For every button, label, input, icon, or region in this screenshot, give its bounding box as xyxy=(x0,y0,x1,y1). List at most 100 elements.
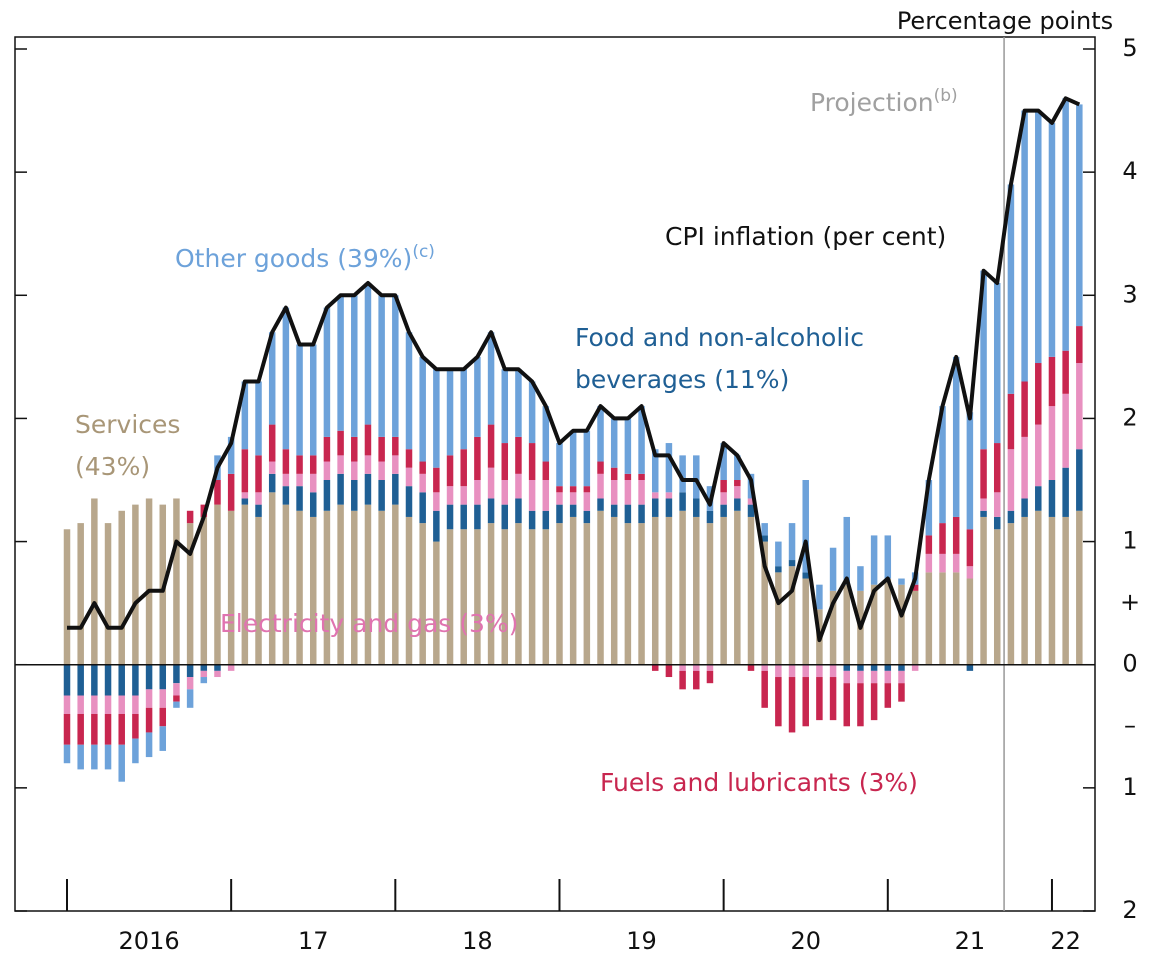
bar-segment xyxy=(925,535,933,554)
bar-segment xyxy=(980,516,987,665)
bar-segment xyxy=(77,713,84,745)
bar-segment xyxy=(446,486,454,505)
bar-segment xyxy=(405,467,413,487)
bar-segment xyxy=(460,504,467,530)
bar-segment xyxy=(460,369,467,450)
bar-segment xyxy=(843,584,851,665)
bar-segment xyxy=(173,695,180,702)
bar-segment xyxy=(1062,516,1069,665)
series-label: Services (43%) xyxy=(75,410,181,481)
bar-segment xyxy=(651,664,659,671)
bar-segment xyxy=(980,270,987,450)
bar-segment xyxy=(775,572,782,665)
bar-segment xyxy=(624,473,632,480)
bar-segment xyxy=(857,683,864,727)
bar-segment xyxy=(651,498,659,517)
bar-segment xyxy=(474,356,481,437)
x-tick-label: 20 xyxy=(790,927,821,955)
bar-segment xyxy=(966,578,974,665)
bar-segment xyxy=(446,369,454,456)
bar-segment xyxy=(747,504,755,517)
bar-segment xyxy=(638,480,645,505)
y-axis-title: Percentage points xyxy=(897,7,1113,35)
series-label: Other goods (39%)(c) xyxy=(175,238,435,280)
bar-segment xyxy=(501,529,509,665)
bar-segment xyxy=(610,516,618,665)
bar-segment xyxy=(788,523,796,561)
bar-segment xyxy=(843,664,851,671)
bar-segment xyxy=(952,553,960,573)
bar-segment xyxy=(132,738,139,764)
bar-segment xyxy=(761,541,768,665)
bar-segment xyxy=(816,677,823,721)
bar-segment xyxy=(911,584,919,591)
bar-segment xyxy=(624,504,632,524)
bar-segment xyxy=(1021,498,1028,517)
bar-segment xyxy=(843,516,851,585)
bar-segment xyxy=(693,498,700,517)
bar-segment xyxy=(1076,104,1083,327)
bar-segment xyxy=(433,369,440,468)
bar-segment xyxy=(419,523,426,665)
bar-segment xyxy=(829,547,837,591)
bar-segment xyxy=(1035,110,1042,364)
bar-segment xyxy=(501,369,509,444)
bar-segment xyxy=(351,510,358,665)
bar-segment xyxy=(857,670,864,684)
bar-segment xyxy=(419,461,426,474)
bar-segment xyxy=(734,455,741,480)
bar-segment xyxy=(200,516,208,665)
bar-segment xyxy=(980,498,987,511)
y-tick-label: 0 xyxy=(1122,650,1137,678)
bar-segment xyxy=(775,664,782,678)
bar-segment xyxy=(556,504,563,524)
bar-segment xyxy=(734,486,741,499)
bar-segment xyxy=(186,677,194,690)
bar-segment xyxy=(214,670,221,678)
bar-segment xyxy=(296,473,303,487)
bar-segment xyxy=(378,510,385,665)
bar-segment xyxy=(651,516,659,665)
y-tick-label: 4 xyxy=(1122,157,1137,185)
bar-segment xyxy=(309,344,317,456)
bar-segment xyxy=(296,486,303,511)
bar-segment xyxy=(1021,436,1028,499)
bar-segment xyxy=(952,516,960,554)
bar-segment xyxy=(1062,467,1069,517)
bar-segment xyxy=(186,664,194,678)
bar-segment xyxy=(829,664,837,678)
bar-segment xyxy=(980,510,987,517)
bar-segment xyxy=(939,572,946,665)
bar-segment xyxy=(1048,406,1056,480)
bar-segment xyxy=(1007,184,1015,394)
bar-segment xyxy=(884,664,892,671)
footnote: (b) xyxy=(933,86,958,106)
bar-segment xyxy=(364,473,372,505)
bar-segment xyxy=(419,356,426,462)
bar-segment xyxy=(802,578,809,665)
bar-segment xyxy=(706,523,714,665)
bar-segment xyxy=(405,449,413,468)
bar-segment xyxy=(610,467,618,480)
bar-segment xyxy=(173,498,180,665)
bar-segment xyxy=(392,455,399,474)
bar-segment xyxy=(337,504,344,665)
series-label: Electricity and gas (3%) xyxy=(220,609,519,638)
bar-segment xyxy=(282,486,290,505)
bar-segment xyxy=(227,473,235,511)
bar-segment xyxy=(528,480,536,511)
bar-segment xyxy=(1062,98,1069,351)
bar-segment xyxy=(118,510,125,665)
bar-segment xyxy=(706,664,714,671)
bar-segment xyxy=(515,498,522,524)
bar-segment xyxy=(405,516,413,665)
bar-segment xyxy=(515,436,522,474)
bar-segment xyxy=(679,664,686,671)
bar-segment xyxy=(569,486,577,493)
bar-segment xyxy=(487,523,495,665)
bar-segment xyxy=(993,443,1001,493)
bar-segment xyxy=(528,529,536,665)
bar-segment xyxy=(679,510,686,665)
bar-segment xyxy=(1062,350,1069,394)
